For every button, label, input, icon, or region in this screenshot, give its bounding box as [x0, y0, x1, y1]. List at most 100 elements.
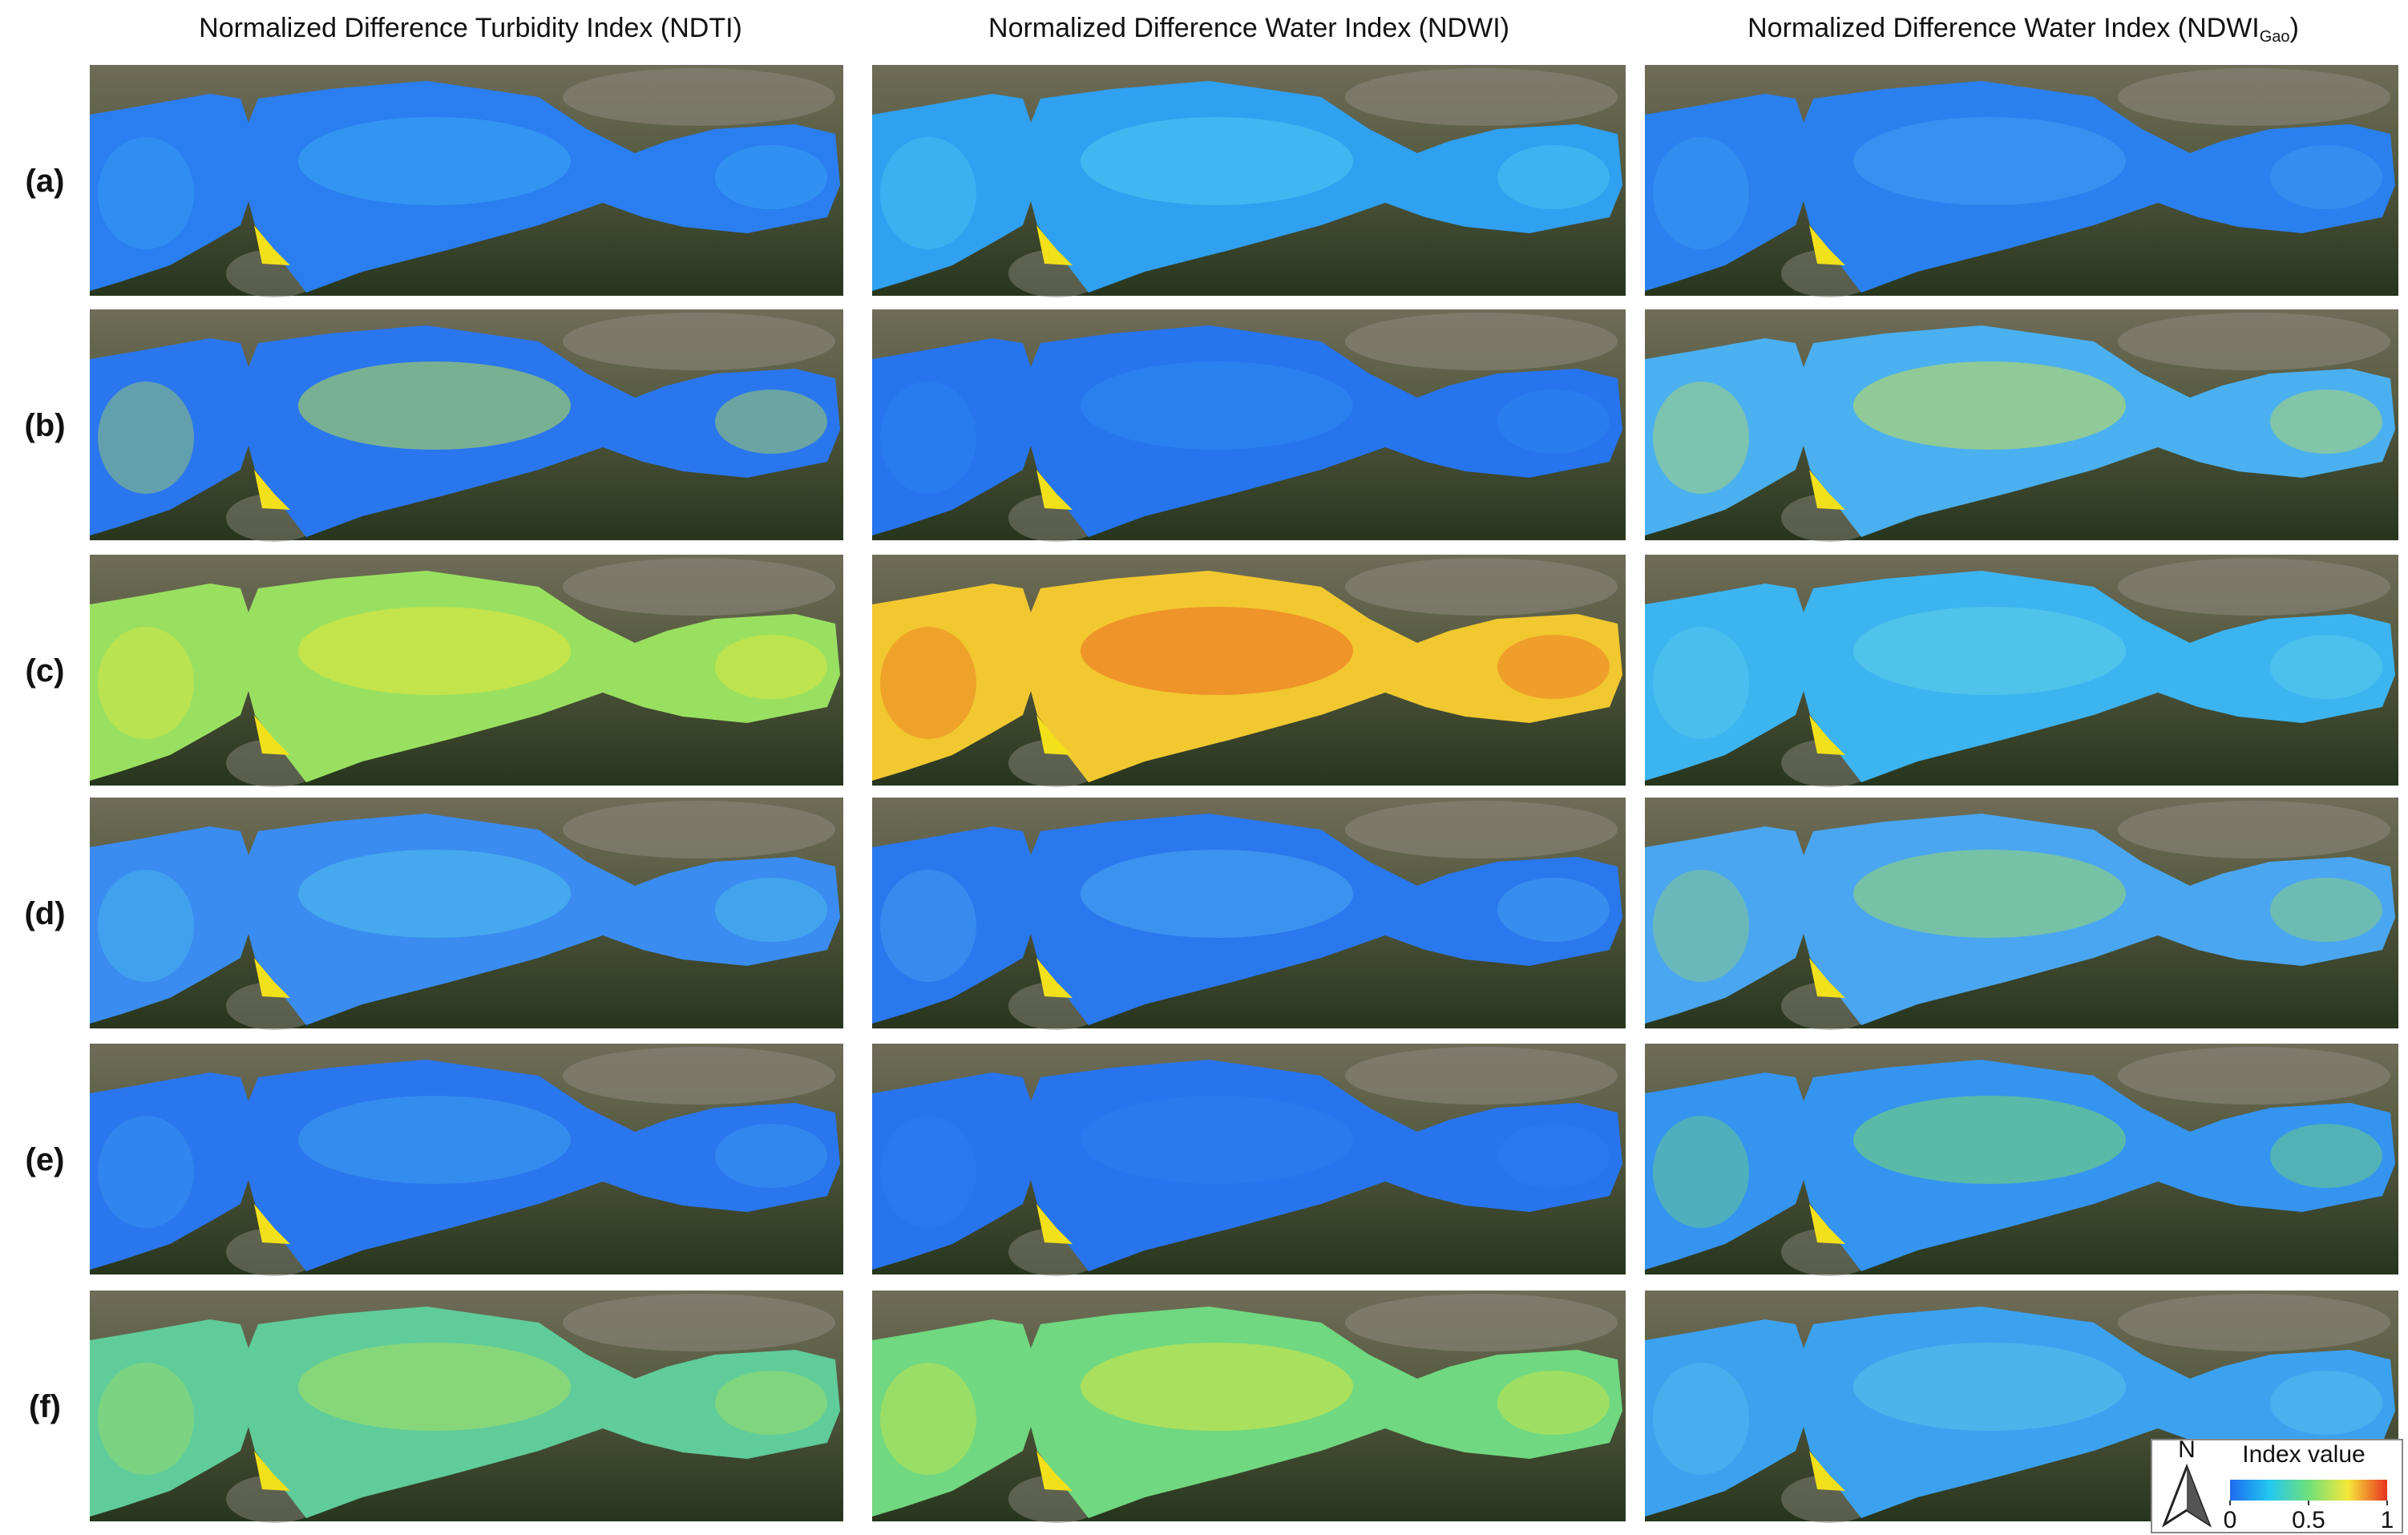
water-index-patch — [1853, 1096, 2126, 1184]
urban-area — [1345, 1047, 1618, 1105]
legend-title: Index value — [2242, 1441, 2365, 1468]
water-index-patch — [1853, 850, 2126, 938]
shoal-patch — [1809, 225, 1845, 265]
water-index-patch — [298, 850, 571, 938]
water-index-patch — [2270, 635, 2382, 699]
water-index-patch — [1497, 635, 1610, 699]
column-title: Normalized Difference Water Index (NDWIG… — [1747, 13, 2299, 46]
water-index-patch — [880, 1116, 976, 1228]
shoal-patch — [1809, 715, 1845, 755]
water-index-patch — [715, 635, 827, 699]
shoal-patch — [254, 715, 290, 755]
water-index-patch — [1081, 1343, 1353, 1431]
shoal-patch — [1809, 958, 1845, 998]
colorbar-tick-label: 1 — [2381, 1507, 2394, 1533]
water-index-patch — [1081, 117, 1353, 205]
urban-area — [563, 68, 835, 126]
urban-area — [563, 313, 835, 370]
urban-area — [2118, 1047, 2390, 1105]
north-arrow-shade — [2187, 1467, 2209, 1525]
water-index-patch — [1497, 390, 1610, 454]
urban-area — [563, 801, 835, 858]
map-panel — [872, 555, 1626, 787]
shoal-patch — [1036, 1451, 1073, 1491]
urban-area — [2118, 558, 2390, 616]
map-panel — [872, 798, 1626, 1030]
colorbar — [2230, 1480, 2387, 1501]
panels: (a) (b) (c) (d) (e) (f) — [24, 65, 2398, 1523]
water-index-patch — [1081, 607, 1353, 695]
urban-area — [2118, 68, 2390, 126]
shoal-patch — [1809, 1204, 1845, 1244]
water-index-patch — [98, 1363, 194, 1475]
shoal-patch — [1036, 470, 1073, 510]
title-subscript: Gao — [2260, 28, 2290, 46]
water-index-patch — [2270, 390, 2382, 454]
shoal-patch — [254, 225, 290, 265]
water-index-patch — [1653, 1363, 1749, 1475]
map-panel — [1645, 309, 2398, 542]
water-index-patch — [298, 1343, 571, 1431]
urban-area — [2118, 1294, 2390, 1351]
water-index-patch — [98, 1116, 194, 1228]
water-index-patch — [1497, 1371, 1610, 1435]
water-index-patch — [880, 137, 976, 249]
urban-area — [1345, 313, 1618, 370]
map-panel — [1645, 65, 2398, 297]
water-index-patch — [1081, 1096, 1353, 1184]
shoal-patch — [1036, 715, 1073, 755]
row-label: (a) — [26, 164, 65, 199]
water-index-patch — [880, 870, 976, 982]
map-panel — [1645, 555, 2398, 787]
water-index-patch — [1497, 878, 1610, 942]
water-index-patch — [298, 362, 571, 450]
water-index-patch — [298, 607, 571, 695]
urban-area — [1345, 1294, 1618, 1351]
water-index-patch — [1081, 362, 1353, 450]
water-index-patch — [1853, 117, 2126, 205]
water-index-patch — [715, 145, 827, 209]
water-index-patch — [1653, 382, 1749, 494]
water-index-patch — [715, 1371, 827, 1435]
legend: N Index value 0 0.5 1 — [2151, 1436, 2403, 1533]
shoal-patch — [254, 958, 290, 998]
water-index-patch — [880, 382, 976, 494]
water-index-patch — [2270, 145, 2382, 209]
map-panel — [90, 309, 843, 542]
urban-area — [1345, 558, 1618, 616]
shoal-patch — [1809, 470, 1845, 510]
water-index-patch — [98, 870, 194, 982]
urban-area — [563, 558, 835, 616]
urban-area — [1345, 68, 1618, 126]
title-text: ) — [2290, 13, 2299, 43]
map-panel — [1645, 798, 2398, 1030]
water-index-patch — [2270, 878, 2382, 942]
map-panel — [90, 1044, 843, 1276]
water-index-patch — [298, 1096, 571, 1184]
title-text: Normalized Difference Water Index (NDWI — [1747, 13, 2260, 43]
water-index-patch — [2270, 1124, 2382, 1188]
map-panel — [872, 1291, 1626, 1523]
water-index-patch — [715, 390, 827, 454]
row-label: (c) — [26, 653, 65, 689]
water-index-patch — [1081, 850, 1353, 938]
urban-area — [563, 1294, 835, 1351]
urban-area — [2118, 313, 2390, 370]
water-index-patch — [1497, 1124, 1610, 1188]
map-panel — [90, 798, 843, 1030]
shoal-patch — [254, 1451, 290, 1491]
colorbar-tick-label: 0 — [2224, 1507, 2237, 1533]
map-panel — [90, 555, 843, 787]
row-label: (e) — [26, 1142, 65, 1178]
map-panel — [872, 309, 1626, 542]
row-label: (b) — [24, 408, 65, 443]
map-panel — [872, 65, 1626, 297]
row-label: (d) — [24, 896, 65, 931]
urban-area — [1345, 801, 1618, 858]
map-panel — [872, 1044, 1626, 1276]
water-index-patch — [98, 627, 194, 739]
water-index-patch — [1653, 627, 1749, 739]
shoal-patch — [254, 1204, 290, 1244]
water-index-patch — [1653, 1116, 1749, 1228]
